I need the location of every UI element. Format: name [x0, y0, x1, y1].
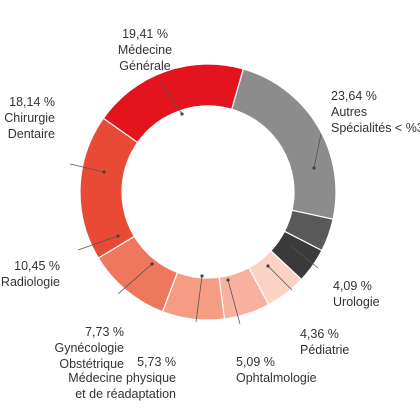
slice-label-urologie: 4,09 % Urologie: [333, 279, 380, 309]
slice-label-gynecologie-obstetrique: 7,73 % Gynécologie Obstétrique: [55, 325, 125, 371]
slice-label-medecine-physique-et-de-readaptation: 5,73 % Médecine physique et de réadaptatio…: [68, 355, 176, 401]
slice-value-gynecologie-obstetrique: 7,73 %: [85, 325, 124, 339]
slice-value-urologie: 4,09 %: [333, 279, 372, 293]
slice-value-medecine-generale: 19,41 %: [122, 27, 168, 41]
slice-name-gynecologie-obstetrique: Gynécologie: [55, 341, 125, 355]
slice-label-autres-specialites-3: 23,64 % Autres Spécialités < %3: [331, 89, 420, 135]
slice-name-medecine-physique-et-de-readaptation: Médecine physique: [68, 371, 176, 385]
slice-name-medecine-physique-et-de-readaptation: et de réadaptation: [75, 387, 176, 401]
slice-name-chirurgie-dentaire: Dentaire: [8, 127, 55, 141]
slice-label-chirurgie-dentaire: 18,14 % Chirurgie Dentaire: [4, 95, 55, 141]
slice-value-pediatrie: 4,36 %: [300, 327, 339, 341]
slice-value-medecine-physique-et-de-readaptation: 5,73 %: [137, 355, 176, 369]
leader-line-urologie: [290, 245, 319, 269]
leader-line-ophtalmologie: [227, 279, 241, 325]
leader-dot-gynecologie-obstetrique: [150, 262, 154, 266]
leader-line-medecine-physique-et-de-readaptation: [195, 275, 203, 323]
slice-value-autres-specialites-3: 23,64 %: [331, 89, 377, 103]
leader-dot-urologie: [289, 244, 293, 248]
leader-line-radiologie: [77, 235, 119, 251]
slice-label-medecine-generale: 19,41 % Médecine Générale: [118, 27, 172, 73]
leader-dot-medecine-physique-et-de-readaptation: [200, 274, 204, 278]
slice-name-gynecologie-obstetrique: Obstétrique: [59, 357, 124, 371]
slice-name-radiologie: Radiologie: [1, 275, 60, 289]
slice-autres-specialites-3: [230, 68, 337, 220]
slice-label-pediatrie: 4,36 % Pédiatrie: [300, 327, 349, 357]
slice-name-urologie: Urologie: [333, 295, 380, 309]
slice-name-autres-specialites-3: Autres: [331, 105, 367, 119]
leader-line-pediatrie: [267, 265, 293, 291]
slice-name-ophtalmologie: Ophtalmologie: [236, 371, 317, 385]
leader-line-gynecologie-obstetrique: [117, 263, 153, 295]
leader-dot-autres-specialites-3: [312, 166, 316, 170]
leader-dot-ophtalmologie: [226, 278, 230, 282]
slice-name-medecine-generale: Médecine: [118, 43, 172, 57]
leader-line-chirurgie-dentaire: [69, 163, 105, 173]
slice-name-pediatrie: Pédiatrie: [300, 343, 349, 357]
leader-dot-radiologie: [116, 234, 120, 238]
slice-name-autres-specialites-3: Spécialités < %3: [331, 121, 420, 135]
slice-value-radiologie: 10,45 %: [14, 259, 60, 273]
slice-medecine-generale: [102, 63, 245, 144]
leader-line-autres-specialites-3: [313, 133, 322, 169]
leader-dot-medecine-generale: [180, 112, 184, 116]
leader-dot-chirurgie-dentaire: [102, 170, 106, 174]
slice-label-ophtalmologie: 5,09 % Ophtalmologie: [236, 355, 317, 385]
slice-value-ophtalmologie: 5,09 %: [236, 355, 275, 369]
leader-dot-pediatrie: [266, 264, 270, 268]
slice-chirurgie-dentaire: [79, 117, 139, 259]
slice-label-radiologie: 10,45 % Radiologie: [1, 259, 60, 289]
slice-name-medecine-generale: Générale: [119, 59, 170, 73]
slice-value-chirurgie-dentaire: 18,14 %: [9, 95, 55, 109]
leader-line-medecine-generale: [159, 81, 183, 115]
slice-name-chirurgie-dentaire: Chirurgie: [4, 111, 55, 125]
